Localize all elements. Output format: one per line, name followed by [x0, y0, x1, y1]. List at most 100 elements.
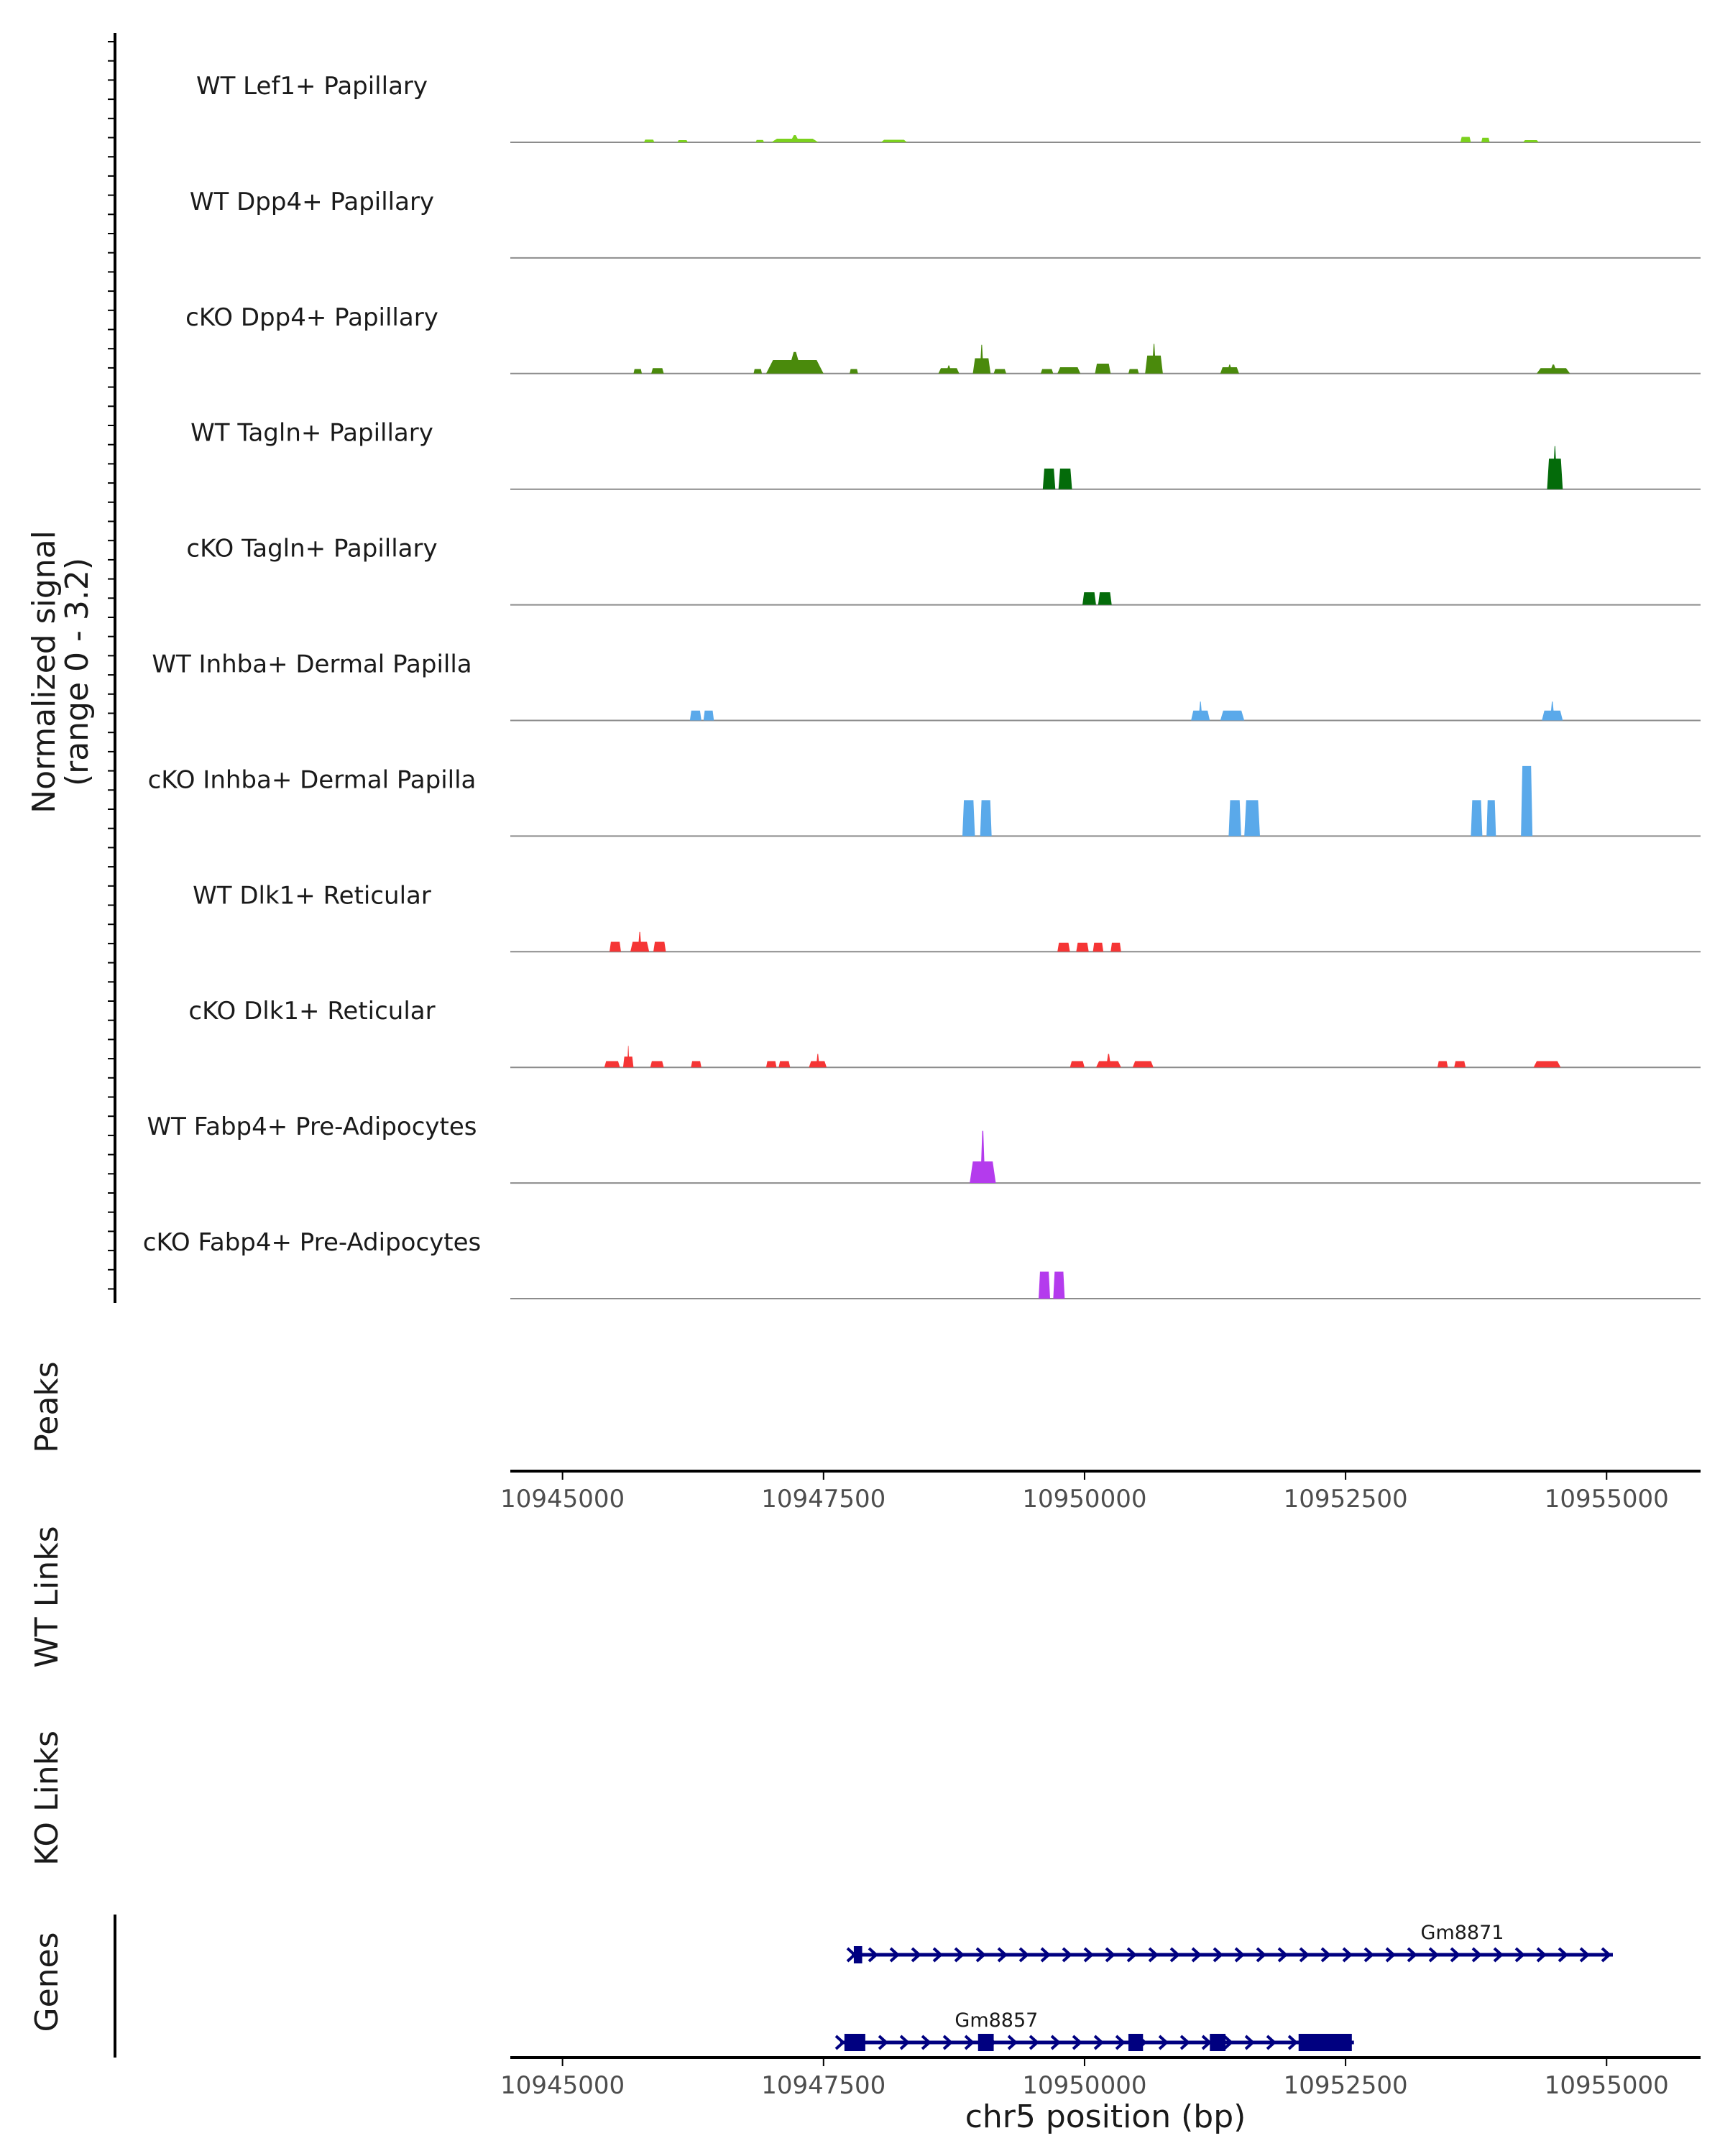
- signal-peak: [972, 344, 991, 374]
- signal-peak: [765, 1061, 777, 1068]
- strand-arrow: [932, 1947, 943, 1963]
- track-label: WT Tagln+ Papillary: [190, 419, 433, 448]
- track-label: WT Dpp4+ Papillary: [190, 188, 434, 216]
- coverage-track: WT Fabp4+ Pre-Adipocytes: [147, 1112, 1701, 1184]
- signal-peak: [962, 800, 975, 837]
- signal-peak: [1110, 942, 1121, 952]
- strand-arrow: [1007, 2035, 1018, 2050]
- gene-model: Gm8857: [834, 2009, 1354, 2051]
- strand-arrow: [1191, 1947, 1202, 1963]
- signal-peak: [633, 369, 643, 374]
- strand-arrow: [1115, 2035, 1126, 2050]
- strand-arrow: [1148, 1947, 1159, 1963]
- strand-arrow: [1105, 1947, 1116, 1963]
- gene-model: Gm8871: [846, 1922, 1613, 1963]
- genes-x-tick-label: 10945000: [500, 2071, 625, 2100]
- strand-arrow: [1428, 1947, 1439, 1963]
- strand-arrow: [997, 1947, 1008, 1963]
- signal-peak: [610, 941, 621, 952]
- strand-arrow: [1363, 1947, 1374, 1963]
- genes-x-tick-label: 10952500: [1284, 2071, 1408, 2100]
- track-label: WT Inhba+ Dermal Papilla: [152, 650, 472, 679]
- gene-exon: [1210, 2034, 1226, 2051]
- strand-arrow: [975, 1947, 986, 1963]
- strand-arrow: [1299, 1947, 1310, 1963]
- strand-arrow: [1266, 2035, 1277, 2050]
- strand-arrow: [1093, 2035, 1105, 2050]
- signal-peak: [1040, 369, 1054, 374]
- signal-peak: [880, 139, 907, 142]
- strand-arrow: [1493, 1947, 1504, 1963]
- gene-exon: [844, 2034, 865, 2051]
- axes: Normalized signal(range 0 - 3.2) Peaks WT …: [26, 33, 1701, 2135]
- signal-peak: [1039, 1271, 1051, 1299]
- signal-peak: [1220, 364, 1239, 374]
- signal-peak: [1070, 1061, 1085, 1068]
- signal-peak: [1128, 369, 1139, 374]
- strand-arrow: [1158, 2035, 1169, 2050]
- genes-x-tick-label: 10955000: [1545, 2071, 1669, 2100]
- signal-peak: [1057, 942, 1070, 952]
- strand-arrow: [1385, 1947, 1396, 1963]
- strand-arrow: [899, 2035, 911, 2050]
- strand-arrow: [1514, 1947, 1525, 1963]
- signal-peak: [1095, 1054, 1121, 1068]
- gene-exon: [1298, 2034, 1352, 2051]
- signal-peak: [1481, 137, 1490, 142]
- signal-peak: [650, 1061, 664, 1068]
- signal-peak: [1191, 701, 1210, 721]
- signal-peak: [1521, 765, 1533, 837]
- strand-arrow: [868, 1947, 878, 1963]
- signal-peak: [1132, 1061, 1154, 1068]
- signal-peak: [630, 931, 650, 952]
- signal-peak: [622, 1046, 634, 1068]
- strand-arrow: [1126, 1947, 1137, 1963]
- strand-arrow: [1320, 1947, 1331, 1963]
- track-label: WT Fabp4+ Pre-Adipocytes: [147, 1112, 477, 1141]
- strand-arrow: [878, 2035, 889, 2050]
- signal-peak: [1057, 367, 1081, 374]
- strand-arrow: [1558, 1947, 1568, 1963]
- signal-peak: [1082, 592, 1096, 605]
- signal-peak: [604, 1061, 620, 1068]
- gene-annotation-track: Gm8871 Gm8857: [834, 1922, 1613, 2051]
- peaks-x-tick-label: 10945000: [500, 1485, 625, 1514]
- strand-arrow: [1536, 1947, 1547, 1963]
- strand-arrow: [921, 2035, 932, 2050]
- signal-peak: [1053, 1271, 1065, 1299]
- peaks-x-tick-label: 10950000: [1022, 1485, 1146, 1514]
- signal-peak: [771, 135, 819, 142]
- strand-arrow: [1407, 1947, 1417, 1963]
- signal-peak: [691, 1061, 702, 1068]
- signal-peak: [970, 1130, 996, 1184]
- strand-arrow: [1050, 2035, 1062, 2050]
- peaks-x-tick-label: 10955000: [1545, 1485, 1669, 1514]
- signal-peak: [1076, 942, 1089, 952]
- signal-peak: [703, 710, 714, 721]
- y-axis-title-line: Normalized signal: [26, 530, 63, 814]
- signal-peak: [1244, 800, 1260, 837]
- strand-arrow: [1450, 1947, 1460, 1963]
- strand-arrow: [1579, 1947, 1590, 1963]
- signal-peak: [1098, 592, 1112, 605]
- strand-arrow: [1179, 2035, 1191, 2050]
- section-label-wt-links: WT Links: [29, 1526, 65, 1667]
- signal-peak: [765, 351, 824, 374]
- signal-peak: [1460, 137, 1471, 142]
- peaks-x-tick-label: 10947500: [761, 1485, 886, 1514]
- signal-peak: [1536, 364, 1570, 374]
- strand-arrow: [1471, 1947, 1482, 1963]
- strand-arrow: [1029, 2035, 1040, 2050]
- peaks-x-tick-label: 10952500: [1284, 1485, 1408, 1514]
- strand-arrow: [889, 1947, 900, 1963]
- strand-arrow: [942, 2035, 954, 2050]
- signal-peak: [1228, 800, 1241, 837]
- section-label-genes: Genes: [29, 1932, 65, 2032]
- strand-arrow: [1062, 1947, 1072, 1963]
- track-label: cKO Dlk1+ Reticular: [188, 997, 435, 1026]
- x-axis-title: chr5 position (bp): [965, 2099, 1246, 2135]
- strand-arrow: [834, 2035, 846, 2050]
- track-label: cKO Inhba+ Dermal Papilla: [148, 765, 477, 794]
- strand-arrow: [1213, 1947, 1223, 1963]
